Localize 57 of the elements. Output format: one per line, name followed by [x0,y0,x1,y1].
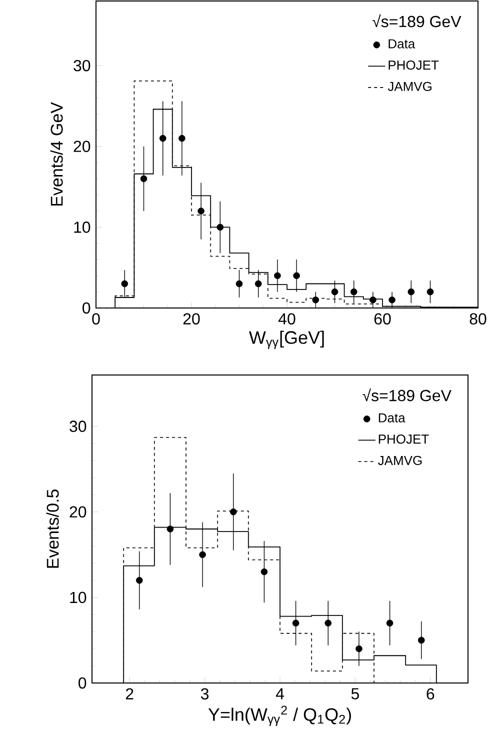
x-tick-label: 80 [470,313,486,325]
point [230,508,237,516]
point [370,296,376,304]
y-tick-label: 30 [74,60,90,72]
y-tick-label: 20 [70,506,86,518]
x-tick-label: 4 [276,688,284,700]
point [199,551,206,558]
point [136,576,143,584]
y-tick-label: 30 [70,420,86,432]
point [312,296,320,304]
point [408,288,415,296]
x-axis-title: Y=ln(W$_{γγ}$$^{2}$ / Q$_{1}$Q$_{2}$) [208,706,351,726]
point [386,620,394,627]
x-tick-label: 2 [126,688,134,700]
legend-title: √s=189 GeV [372,14,462,28]
legend-label: JAMVG [378,456,422,466]
point [274,272,281,280]
point [159,134,166,142]
x-tick-label: 40 [278,313,296,325]
y-axis-title: Events/4 GeV [50,102,63,206]
y-tick-label: 20 [74,140,90,152]
point [426,288,434,296]
point [178,134,186,142]
point [356,645,362,652]
point [388,296,396,304]
x-tick-label: 6 [426,688,434,700]
legend-label: PHOJET [388,60,439,70]
y-tick-label: 10 [70,592,86,604]
x-tick-label: 60 [374,313,391,325]
point [236,280,243,288]
x-tick-label: 5 [351,688,359,700]
legend-label: JAMVG [388,82,432,92]
point [260,568,268,576]
point [418,636,425,644]
point [254,280,262,288]
point [198,208,204,214]
point [350,288,358,296]
legend-title: √s=189 GeV [362,388,452,402]
point [140,175,148,182]
legend-label: PHOJET [378,434,429,444]
y-tick-label: 10 [74,222,90,233]
point [293,272,300,280]
point [324,620,332,627]
y-tick-label: 0 [78,677,86,689]
x-tick-label: 20 [183,313,200,325]
point [292,620,300,627]
legend-label: Data [388,39,416,48]
x-tick-label: 0 [92,313,100,325]
point [121,280,128,288]
x-tick-label: 3 [200,688,209,700]
legend-label: Data [378,413,406,422]
y-tick-label: 0 [82,302,90,314]
point [166,526,174,532]
point [216,224,224,231]
point [331,288,338,296]
y-axis-title: Events/0.5 [46,490,59,568]
x-axis-title: W$_{γγ}$[GeV] [249,330,324,349]
